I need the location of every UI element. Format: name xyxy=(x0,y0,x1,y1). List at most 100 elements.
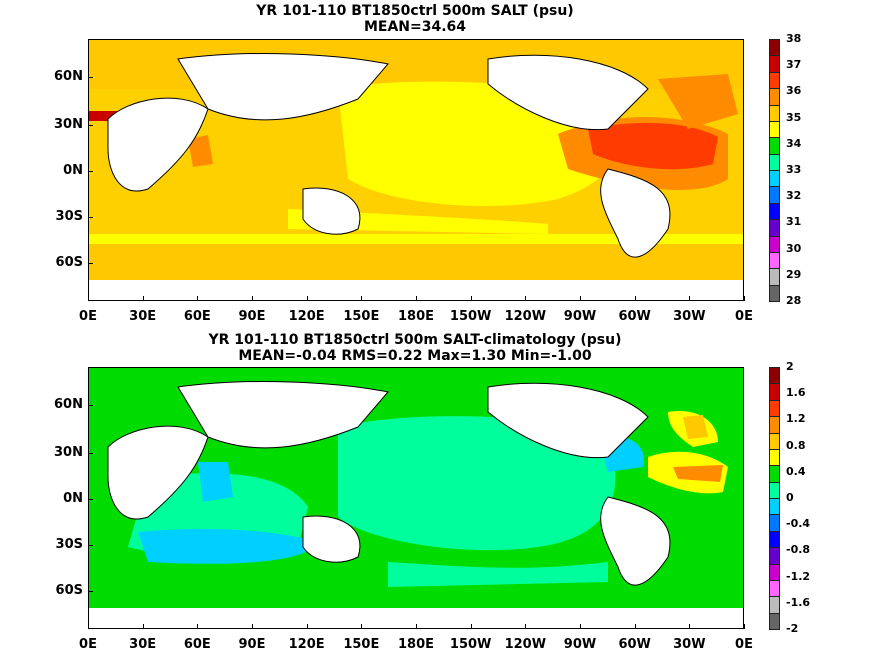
colorbar-segment xyxy=(769,514,780,532)
colorbar-segment xyxy=(769,448,780,467)
colorbar-segment xyxy=(769,481,780,499)
longitude-label: 150W xyxy=(449,637,492,652)
longitude-tick xyxy=(744,624,745,629)
longitude-label: 180E xyxy=(397,637,435,652)
longitude-tick xyxy=(689,624,691,629)
colorbar-label: 0.8 xyxy=(786,438,806,452)
longitude-label: 180E xyxy=(397,309,435,324)
colorbar-segment xyxy=(769,432,780,450)
colorbar-segment xyxy=(769,71,780,90)
latitude-label: 60S xyxy=(55,583,83,598)
longitude-tick xyxy=(634,624,636,629)
longitude-label: 150E xyxy=(343,309,380,324)
colorbar-segment xyxy=(769,268,780,286)
map2-colorbar xyxy=(769,367,780,630)
colorbar-segment xyxy=(769,465,780,483)
latitude-tick xyxy=(88,125,93,126)
longitude-label: 0E xyxy=(735,637,753,652)
colorbar-segment xyxy=(769,137,780,155)
colorbar-label: 36 xyxy=(786,84,802,98)
latitude-label: 30N xyxy=(54,445,83,460)
longitude-label: 0E xyxy=(79,637,97,652)
colorbar-label: 29 xyxy=(786,267,802,281)
longitude-tick xyxy=(361,296,363,301)
colorbar-segment xyxy=(769,498,780,516)
longitude-label: 0E xyxy=(79,309,97,324)
colorbar-label: 2 xyxy=(786,360,794,373)
latitude-tick xyxy=(88,453,93,454)
latitude-tick xyxy=(88,77,93,78)
colorbar-segment xyxy=(769,563,780,581)
longitude-tick xyxy=(689,296,691,301)
colorbar-label: 37 xyxy=(786,58,802,72)
latitude-label: 60N xyxy=(54,69,83,84)
colorbar-segment xyxy=(769,383,780,401)
map2-subtitle: MEAN=-0.04 RMS=0.22 Max=1.30 Min=-1.00 xyxy=(238,348,592,364)
colorbar-segment xyxy=(769,104,780,122)
longitude-label: 120E xyxy=(288,309,325,324)
colorbar-segment xyxy=(769,547,780,565)
longitude-label: 60W xyxy=(618,309,651,324)
map1-title: YR 101-110 BT1850ctrl 500m SALT (psu) xyxy=(256,3,574,19)
colorbar-segment xyxy=(769,186,780,204)
latitude-tick xyxy=(88,217,93,218)
longitude-label: 30W xyxy=(673,637,706,652)
colorbar-label: 0.4 xyxy=(786,464,806,478)
longitude-tick xyxy=(306,624,308,629)
latitude-label: 30N xyxy=(54,117,83,132)
colorbar-segment xyxy=(769,579,780,598)
colorbar-label: 32 xyxy=(786,189,802,203)
longitude-tick xyxy=(416,296,417,301)
latitude-tick xyxy=(88,499,93,500)
colorbar-label: 1.6 xyxy=(786,386,806,400)
colorbar-label: 30 xyxy=(786,241,802,255)
longitude-tick xyxy=(197,624,199,629)
colorbar-segment xyxy=(769,55,780,73)
colorbar-label: 0 xyxy=(786,491,794,504)
longitude-label: 150E xyxy=(343,637,380,652)
colorbar-label: -2 xyxy=(786,622,799,635)
longitude-label: 60E xyxy=(183,637,211,652)
latitude-label: 30S xyxy=(55,537,83,552)
colorbar-label: -0.4 xyxy=(786,517,811,531)
longitude-tick xyxy=(142,296,144,301)
longitude-tick xyxy=(470,296,472,301)
longitude-label: 30W xyxy=(673,309,706,324)
latitude-tick xyxy=(88,591,93,592)
salinity-map xyxy=(88,39,744,301)
colorbar-label: 1.2 xyxy=(786,412,806,426)
latitude-label: 0N xyxy=(63,491,83,506)
latitude-label: 60S xyxy=(55,255,83,270)
map1-subtitle: MEAN=34.64 xyxy=(363,19,467,35)
longitude-label: 30E xyxy=(129,637,157,652)
colorbar-segment xyxy=(769,612,780,630)
longitude-tick xyxy=(142,624,144,629)
colorbar-label: -1.2 xyxy=(786,569,811,583)
longitude-tick xyxy=(88,624,89,629)
colorbar-label: 34 xyxy=(786,136,802,150)
longitude-tick xyxy=(580,296,581,301)
longitude-label: 0E xyxy=(735,309,753,324)
colorbar-segment xyxy=(769,120,780,139)
longitude-label: 90W xyxy=(563,637,597,652)
longitude-tick xyxy=(744,296,745,301)
longitude-tick xyxy=(252,296,253,301)
colorbar-segment xyxy=(769,153,780,171)
longitude-tick xyxy=(525,624,527,629)
colorbar-label: 31 xyxy=(786,215,802,229)
colorbar-segment xyxy=(769,251,780,270)
colorbar-label: 35 xyxy=(786,110,802,124)
colorbar-segment xyxy=(769,596,780,614)
longitude-tick xyxy=(306,296,308,301)
longitude-label: 60E xyxy=(183,309,211,324)
colorbar-segment xyxy=(769,530,780,549)
colorbar-segment xyxy=(769,39,780,57)
longitude-label: 30E xyxy=(129,309,157,324)
colorbar-segment xyxy=(769,284,780,302)
map1-colorbar xyxy=(769,39,780,302)
latitude-label: 0N xyxy=(63,163,83,178)
colorbar-segment xyxy=(769,367,780,385)
longitude-tick xyxy=(252,624,253,629)
colorbar-label: -0.8 xyxy=(786,543,811,557)
longitude-label: 120W xyxy=(504,309,547,324)
